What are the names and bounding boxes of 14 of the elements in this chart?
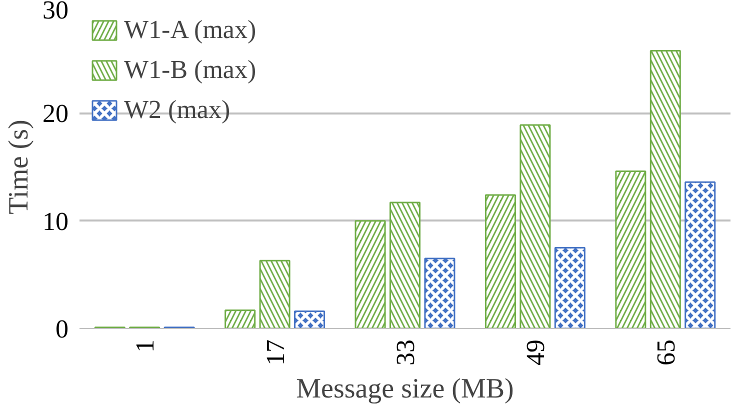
- x-tick-label: 17: [260, 340, 290, 366]
- y-tick-label: 0: [56, 314, 68, 344]
- x-tick-label: 1: [130, 340, 160, 352]
- y-axis-title: Time (s): [4, 120, 34, 214]
- legend-label: W2 (max): [124, 95, 230, 125]
- x-tick-label: 49: [521, 340, 550, 366]
- y-tick-label: 30: [42, 0, 68, 24]
- x-axis-title: Message size (MB): [296, 374, 514, 404]
- y-tick-label: 10: [42, 206, 68, 236]
- legend-label: W1-B (max): [124, 55, 256, 85]
- legend-label: W1-A (max): [124, 15, 256, 45]
- x-tick-label: 65: [651, 340, 680, 366]
- x-tick-label: 33: [391, 340, 420, 366]
- y-tick-label: 20: [42, 99, 68, 128]
